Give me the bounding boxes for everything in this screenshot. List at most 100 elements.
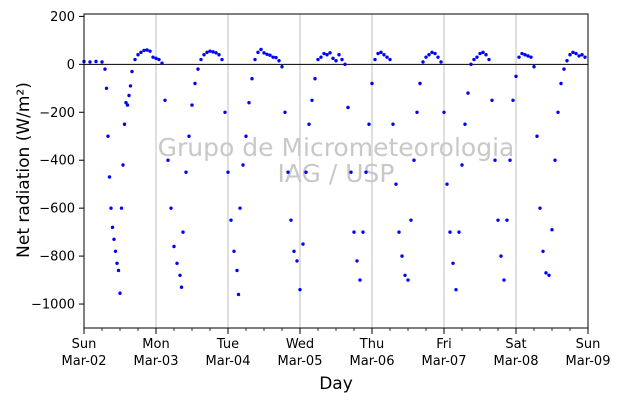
data-point [130,69,134,74]
data-point [265,52,269,56]
data-point [469,62,473,67]
data-point [397,230,401,234]
data-point [583,55,587,59]
data-point [580,53,584,57]
x-tick-day: Mon [142,337,169,352]
data-point [478,51,482,56]
data-point [94,59,98,64]
data-point [304,170,308,174]
data-point [391,122,395,126]
data-point [556,110,560,114]
data-point [208,49,212,53]
data-point [187,134,191,138]
x-tick-date: Mar-08 [494,354,539,369]
data-point [346,105,350,110]
x-tick-day: Fri [436,337,452,352]
data-point [415,110,419,114]
data-point [541,249,545,253]
data-point [520,51,524,56]
x-tick-date: Mar-03 [134,354,179,369]
data-point [367,122,371,126]
data-point [104,86,109,91]
data-point [430,50,434,55]
data-point [125,103,130,107]
data-point [112,237,116,242]
data-point [517,55,521,59]
data-point [121,163,125,167]
data-point [259,47,263,52]
data-point [472,57,476,62]
data-point [532,65,536,69]
y-tick-label: −600 [39,202,75,217]
data-point [511,98,515,102]
data-point [274,55,278,60]
data-point [388,57,392,62]
data-point [538,206,542,210]
data-point [544,271,548,275]
data-point [361,230,365,234]
vertical-gridlines [155,14,517,328]
watermark-line-1: Grupo de Micrometeorologia [158,133,515,162]
data-point [310,98,314,102]
data-point [553,158,557,162]
data-point [574,51,578,56]
data-point [250,77,254,81]
data-point [385,55,389,59]
data-point [340,57,344,62]
data-point [466,91,470,95]
data-point [88,60,92,64]
data-point [283,110,287,114]
data-point [236,292,241,297]
data-point [406,278,410,282]
data-point [268,53,272,57]
data-point [292,249,296,253]
data-point [373,57,377,62]
data-point [229,218,233,222]
data-point [433,51,437,56]
y-tick-label: 0 [67,58,75,73]
data-point [163,98,167,102]
data-point [454,287,458,292]
data-point [232,249,236,253]
data-point [295,259,299,263]
data-point [145,48,149,52]
data-point [286,170,290,174]
data-point [547,273,551,277]
x-tick-date: Mar-06 [350,354,395,369]
data-point [199,57,203,62]
data-point [535,134,539,138]
data-point [364,170,368,174]
data-point [181,230,185,234]
data-point [160,61,164,65]
data-point [235,268,239,273]
data-point [370,81,374,86]
data-point [352,230,356,234]
data-point [499,254,503,258]
data-point [115,261,119,265]
data-point [106,134,110,138]
data-point [128,84,133,88]
data-point [196,67,200,71]
data-point [118,291,122,295]
data-point [113,249,118,253]
data-point [487,57,491,62]
x-axis-ticks: Sun Mar-02 Mon Mar-03 Tue Mar-04 Wed Mar-05 Thu M… [62,328,610,369]
x-tick-day: Wed [286,337,314,352]
data-point [298,287,302,292]
data-point [409,218,413,222]
data-point [301,242,305,246]
data-point [307,122,311,126]
data-point [427,53,431,57]
y-tick-label: −800 [39,250,75,265]
data-point [451,261,455,265]
y-tick-label: 200 [50,10,75,25]
data-point [179,285,184,289]
data-point [460,163,464,167]
data-point [496,218,500,222]
data-point [376,51,380,56]
data-point [220,57,224,62]
data-point [193,81,197,86]
data-point [424,55,428,59]
data-point [109,206,113,210]
